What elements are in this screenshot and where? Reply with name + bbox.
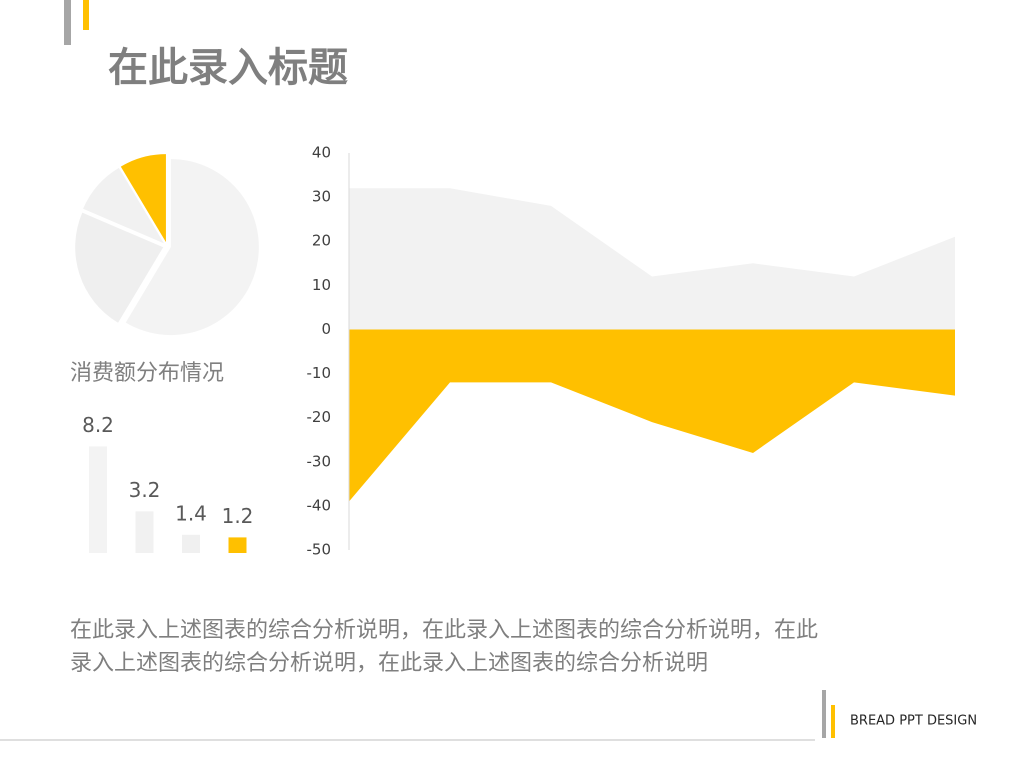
footer-brand: BREAD PPT DESIGN (850, 714, 977, 729)
y-tick-label: 10 (312, 276, 331, 294)
y-tick-label: 30 (312, 188, 331, 206)
area (349, 188, 955, 330)
data-label: 3.2 (129, 478, 161, 502)
description-line: 录入上述图表的综合分析说明，在此录入上述图表的综合分析说明 (70, 651, 708, 676)
pie-slice (75, 212, 164, 323)
decor-bar (83, 0, 89, 30)
data-label: 1.4 (175, 501, 207, 525)
pie-title: 消费额分布情况 (70, 361, 224, 386)
y-tick-label: 40 (312, 144, 331, 162)
y-tick-label: -40 (307, 496, 332, 514)
y-tick-label: -20 (307, 408, 332, 426)
description-line: 在此录入上述图表的综合分析说明，在此录入上述图表的综合分析说明，在此 (70, 618, 818, 643)
data-label: 8.2 (82, 413, 114, 437)
bar (182, 534, 200, 553)
y-tick-label: 0 (321, 320, 331, 338)
decor-bar (822, 690, 826, 738)
area (349, 329, 955, 502)
data-label: 1.2 (222, 504, 254, 528)
y-tick-label: 20 (312, 232, 331, 250)
y-tick-label: -10 (307, 364, 332, 382)
pie-slice (125, 159, 259, 336)
decor-bar (831, 705, 835, 738)
bar (89, 446, 107, 553)
y-tick-label: -50 (307, 541, 332, 559)
pie-slice (83, 167, 164, 244)
slide-title: 在此录入标题 (108, 45, 348, 91)
bar (135, 511, 154, 553)
pie-slice (120, 154, 166, 243)
decor-bar (64, 0, 71, 45)
y-tick-label: -30 (307, 452, 332, 470)
bar (228, 537, 247, 553)
